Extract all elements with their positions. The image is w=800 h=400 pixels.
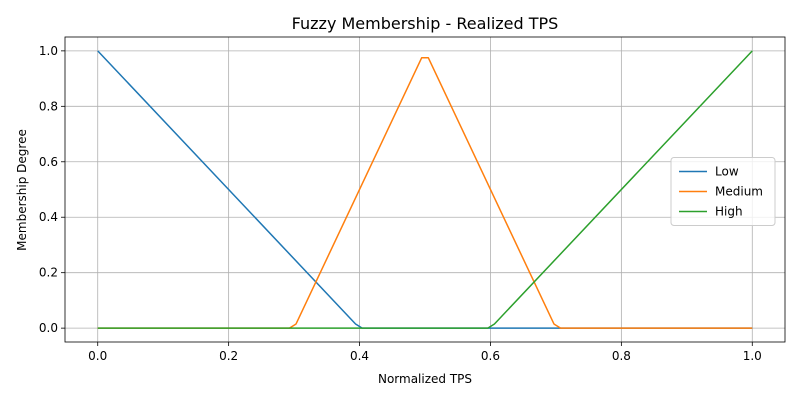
y-tick-label: 0.8 bbox=[39, 99, 58, 113]
x-axis-label: Normalized TPS bbox=[378, 372, 472, 386]
series-line-high bbox=[97, 50, 753, 329]
y-tick-label: 0.2 bbox=[39, 266, 58, 280]
legend-label-low: Low bbox=[715, 165, 739, 179]
y-tick-label: 1.0 bbox=[39, 44, 58, 58]
plot-frame bbox=[64, 36, 786, 343]
legend-label-high: High bbox=[715, 205, 743, 219]
x-tick-label: 1.0 bbox=[743, 349, 762, 363]
chart-title: Fuzzy Membership - Realized TPS bbox=[292, 14, 559, 33]
axes-layer: 0.0 0.2 0.4 0.6 0.8 1.0 0.0 0.2 0.4 0.6 0.8 1.0 bbox=[39, 36, 786, 363]
x-tick-label: 0.8 bbox=[612, 349, 631, 363]
x-tick-label: 0.2 bbox=[219, 349, 238, 363]
x-tick-label: 0.0 bbox=[88, 349, 107, 363]
y-axis-label: Membership Degree bbox=[15, 129, 29, 251]
legend-box bbox=[670, 157, 776, 226]
y-tick-label: 0.6 bbox=[39, 155, 58, 169]
series-line-medium bbox=[97, 57, 753, 329]
series-line-low bbox=[97, 50, 753, 329]
x-tick-label: 0.6 bbox=[481, 349, 500, 363]
x-tick-label: 0.4 bbox=[350, 349, 369, 363]
legend: Low Medium High bbox=[670, 157, 776, 226]
y-tick-label: 0.0 bbox=[39, 321, 58, 335]
y-tick-label: 0.4 bbox=[39, 210, 58, 224]
series-layer bbox=[97, 50, 753, 329]
legend-label-medium: Medium bbox=[715, 185, 763, 199]
